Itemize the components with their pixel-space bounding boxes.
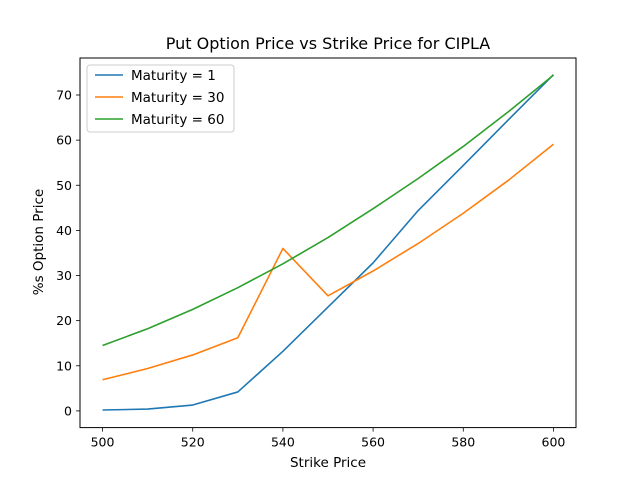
y-tick-label: 70 [56, 88, 72, 103]
y-axis: 0 10 20 30 40 50 60 70 [56, 88, 80, 418]
x-tick-label: 600 [542, 435, 566, 450]
plot-frame [79, 57, 577, 429]
y-tick-label: 10 [56, 358, 72, 373]
x-axis: 500 520 540 560 580 600 [91, 427, 566, 450]
legend-label: Maturity = 30 [131, 90, 224, 106]
series-line-2 [102, 143, 554, 381]
y-tick-label: 0 [64, 403, 72, 418]
x-tick-label: 580 [451, 435, 475, 450]
x-axis-label: Strike Price [290, 455, 366, 471]
series-group [102, 74, 555, 411]
x-tick-label: 540 [271, 435, 295, 450]
y-tick-label: 50 [56, 178, 72, 193]
legend-label: Maturity = 60 [131, 112, 224, 128]
legend-box [86, 64, 235, 133]
y-axis-label: %s Option Price [31, 189, 47, 295]
legend: Maturity = 1 Maturity = 30 Maturity = 60 [86, 64, 235, 133]
legend-label: Maturity = 1 [131, 68, 216, 84]
y-tick-label: 40 [56, 223, 72, 238]
x-tick-label: 560 [361, 435, 385, 450]
y-tick-label: 20 [56, 313, 72, 328]
y-tick-label: 60 [56, 133, 72, 148]
chart-title: Put Option Price vs Strike Price for CIP… [166, 34, 490, 53]
x-tick-label: 520 [181, 435, 205, 450]
series-line-3 [102, 74, 554, 347]
y-tick-label: 30 [56, 268, 72, 283]
x-tick-label: 500 [91, 435, 115, 450]
series-line-1 [102, 74, 555, 411]
